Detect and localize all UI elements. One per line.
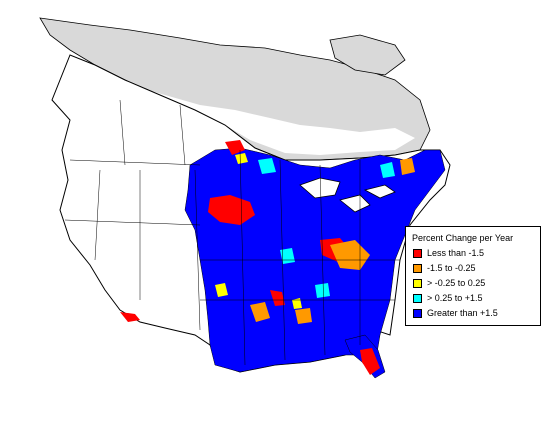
legend-label: Less than -1.5 (427, 248, 485, 258)
legend-swatch-red (413, 249, 422, 258)
legend-label: > 0.25 to +1.5 (427, 293, 483, 303)
legend-label: -1.5 to -0.25 (427, 263, 476, 273)
stable-patches (215, 153, 302, 309)
legend-swatch-orange (413, 264, 422, 273)
legend-label: Greater than +1.5 (427, 308, 498, 318)
legend-swatch-yellow (413, 279, 422, 288)
map-legend: Percent Change per Year Less than -1.5 -… (405, 226, 541, 326)
legend-label: > -0.25 to 0.25 (427, 278, 486, 288)
legend-swatch-cyan (413, 294, 422, 303)
great-lakes (299, 177, 396, 213)
boundary-lines (64, 99, 400, 366)
arctic-island (329, 34, 406, 76)
legend-title: Percent Change per Year (412, 233, 514, 243)
legend-swatch-blue (413, 309, 422, 318)
tundra-band (95, 75, 415, 155)
